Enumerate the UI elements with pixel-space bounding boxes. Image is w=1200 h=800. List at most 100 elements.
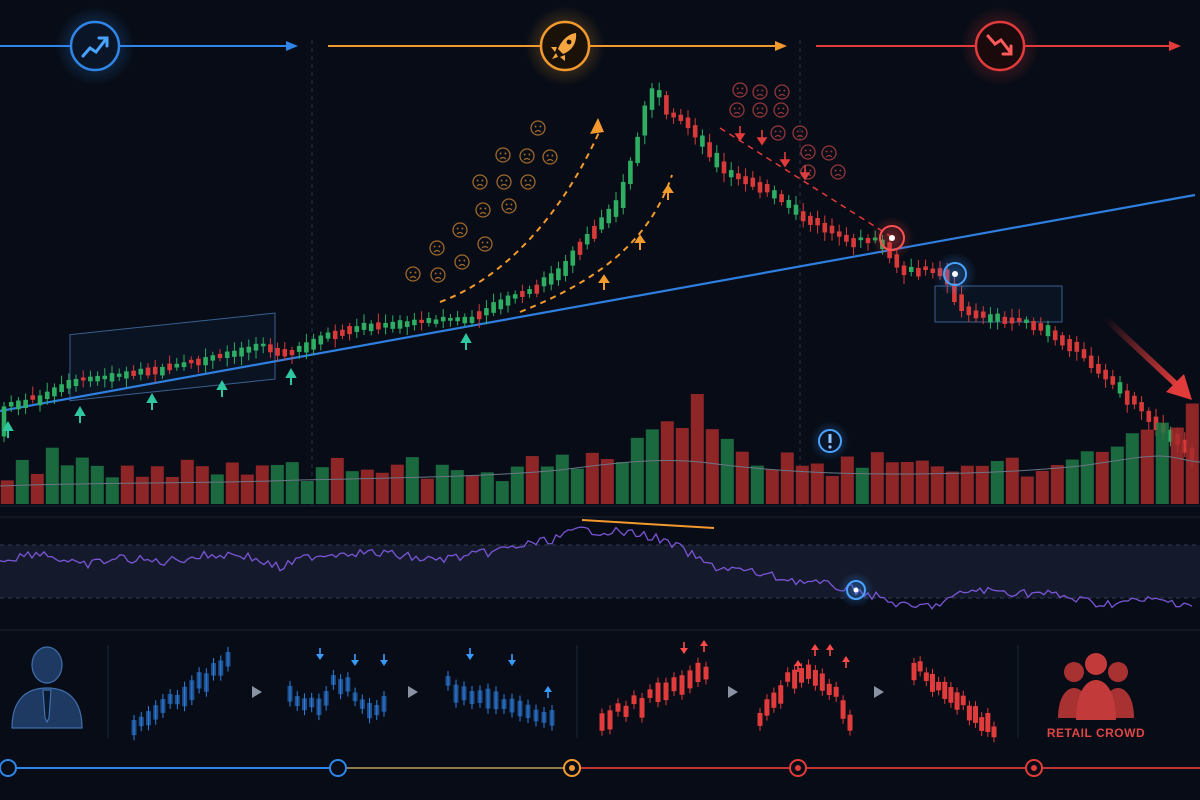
price-candle [1081,342,1087,362]
price-candle [628,157,633,190]
volume-bar [165,477,179,504]
price-candle [1016,309,1022,326]
price-candle [59,375,64,397]
price-candle [714,145,720,173]
price-candle [829,218,835,241]
momentum-arrows [439,129,673,313]
mini-decline [911,656,997,743]
price-candle [786,194,792,214]
price-candle [1146,407,1152,431]
price-candle [1168,426,1173,447]
sad-face-icon [501,198,517,214]
price-candle [167,355,172,375]
price-candle [664,91,669,120]
sad-face-icon [752,84,768,100]
rocket-icon [551,33,577,61]
price-candle [1139,396,1144,421]
volume-bar [510,466,524,504]
price-candle [469,310,475,327]
price-candle [88,370,93,387]
divergence-line [581,519,715,529]
price-candle [1052,326,1058,346]
crowd-icon [1058,653,1134,720]
price-candle [1002,311,1008,328]
price-candle [671,108,676,124]
price-candle [275,342,280,362]
volume-bar [750,465,764,504]
price-candle [440,308,446,329]
sad-face-icon [800,144,816,160]
price-candle [534,279,540,298]
price-candle [1182,432,1188,458]
price-candle [325,327,331,342]
teal-up-markers [2,332,472,438]
volume-bar [495,481,509,504]
price-candle [476,304,482,328]
sad-face-icon [405,266,421,282]
volume-bar [885,462,899,504]
sad-face-icon [830,164,846,180]
price-candle [498,292,504,315]
price-candle [44,382,50,405]
price-candle [253,337,259,359]
price-candle [750,171,756,191]
volume-bar [615,462,629,504]
volume-bar [435,464,449,504]
price-candle [404,315,410,335]
phase-header-accumulation [0,6,298,86]
price-candle [368,320,374,336]
mini-charts [131,640,997,743]
price-candle [390,315,396,333]
timeline-node [0,759,17,777]
price-candle [1045,320,1051,343]
accumulation-range-box [69,312,276,402]
price-candle [260,337,266,354]
volume-bar [825,475,839,504]
volume-bar [585,452,599,504]
timeline-nodes [0,759,1043,777]
rsi-band [0,545,1200,598]
trend-up-icon [81,36,109,58]
volume-bar [1050,465,1064,504]
sequence-arrows [252,686,884,698]
price-candle [282,342,288,361]
volume-bar [645,429,659,504]
volume-bar [960,465,974,504]
price-candle [1124,383,1130,413]
price-candle [988,307,993,329]
sad-face-icon [519,148,535,164]
price-candle [224,345,230,367]
volume-bar [195,466,209,504]
volume-bar [810,463,824,504]
volume-bar [285,462,299,504]
price-candle [556,261,561,286]
price-candle [700,129,705,155]
price-candle [174,357,180,371]
price-candle [908,258,914,277]
price-candle [793,195,799,221]
volume-bar [420,478,434,504]
sad-face-icon [496,174,512,190]
price-candle [289,346,295,364]
price-candle [102,368,108,388]
price-candle [16,397,21,416]
price-candle [340,324,345,340]
decline-arrow [1102,315,1192,400]
price-candle [779,190,784,206]
sad-face-icon [729,102,745,118]
volume-bar [150,466,164,504]
sad-face-icon [429,240,445,256]
price-candle [196,355,201,373]
price-candle [613,191,619,223]
sad-face-icon [800,164,816,180]
volume-average-line [0,455,1200,487]
price-candle [692,118,698,145]
price-candle [354,318,360,338]
price-candle [30,386,36,404]
volume-bar [990,461,1004,504]
sad-face-icon [430,267,446,283]
sad-face-icon [542,149,558,165]
price-candle [815,210,820,234]
price-candle [210,351,216,369]
price-candle [52,383,57,404]
